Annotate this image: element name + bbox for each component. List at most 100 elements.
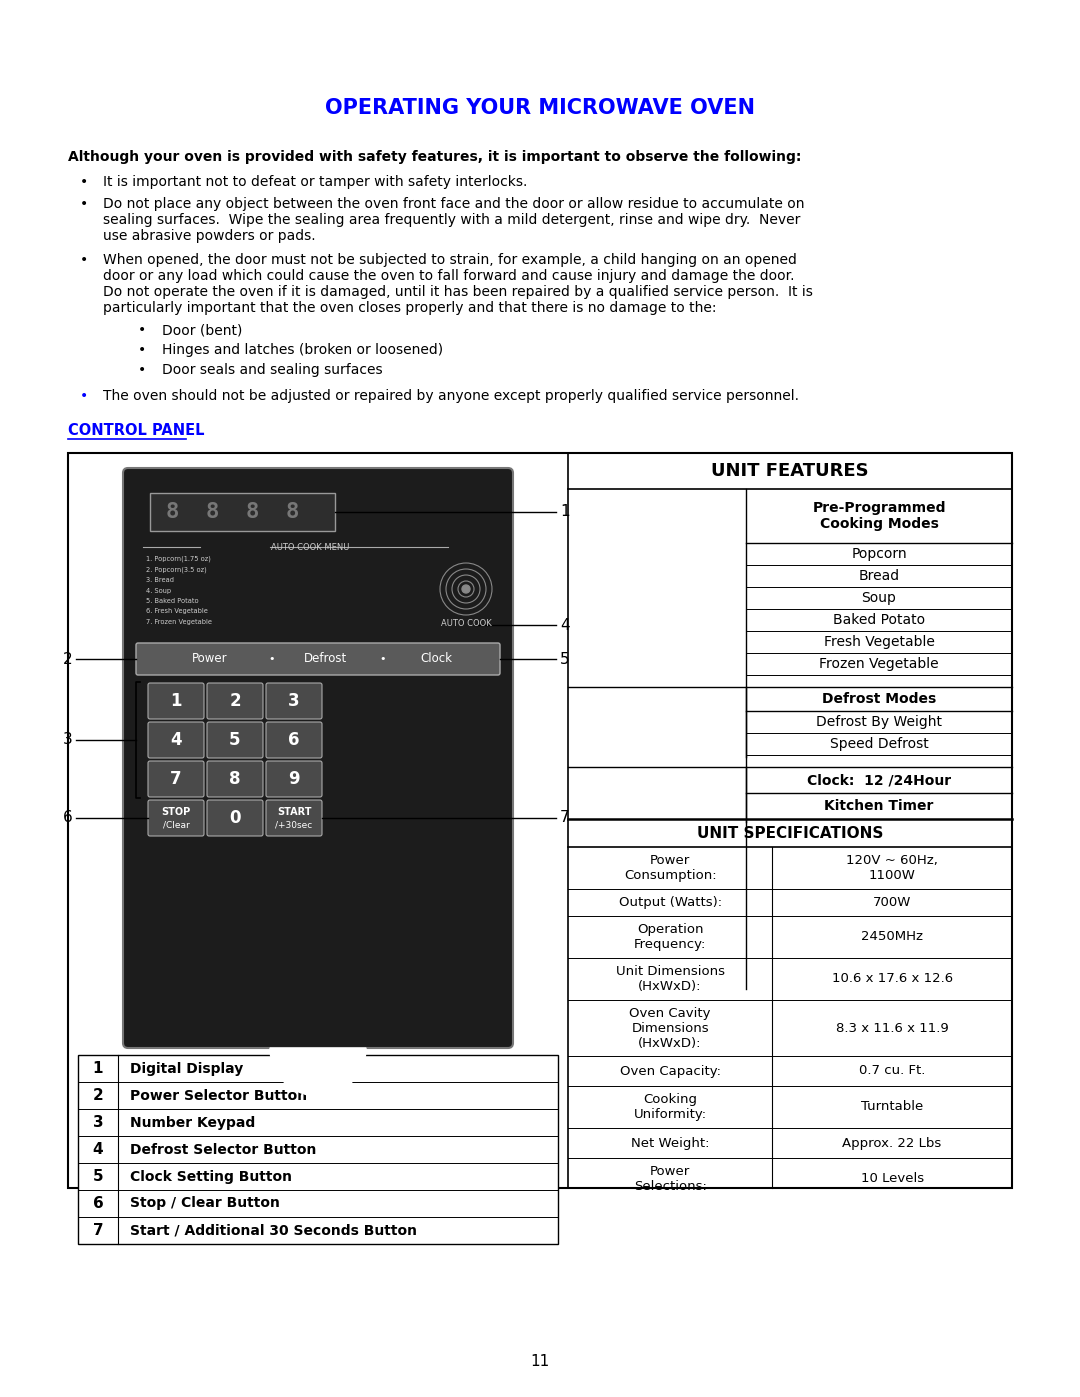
Text: 8: 8 — [229, 770, 241, 788]
Text: Power: Power — [192, 652, 228, 665]
Text: 5: 5 — [561, 651, 569, 666]
Text: 2450MHz: 2450MHz — [861, 930, 923, 943]
FancyBboxPatch shape — [266, 683, 322, 719]
Text: Defrost Selector Button: Defrost Selector Button — [130, 1143, 316, 1157]
Text: /+30sec: /+30sec — [275, 820, 312, 830]
Text: •: • — [80, 197, 89, 211]
Text: 1: 1 — [561, 504, 569, 520]
Text: door or any load which could cause the oven to fall forward and cause injury and: door or any load which could cause the o… — [103, 270, 795, 284]
Text: sealing surfaces.  Wipe the sealing area frequently with a mild detergent, rinse: sealing surfaces. Wipe the sealing area … — [103, 212, 800, 226]
Text: Baked Potato: Baked Potato — [833, 613, 926, 627]
Text: Frozen Vegetable: Frozen Vegetable — [820, 657, 939, 671]
Text: 5. Baked Potato: 5. Baked Potato — [146, 598, 199, 604]
Text: Net Weight:: Net Weight: — [631, 1137, 710, 1150]
Text: 8: 8 — [285, 502, 299, 522]
Text: •: • — [379, 654, 386, 664]
Text: It is important not to defeat or tamper with safety interlocks.: It is important not to defeat or tamper … — [103, 175, 527, 189]
Text: Do not operate the oven if it is damaged, until it has been repaired by a qualif: Do not operate the oven if it is damaged… — [103, 285, 813, 299]
Text: Do not place any object between the oven front face and the door or allow residu: Do not place any object between the oven… — [103, 197, 805, 211]
Text: /Clear: /Clear — [163, 820, 189, 830]
Text: Defrost By Weight: Defrost By Weight — [816, 715, 942, 729]
FancyBboxPatch shape — [207, 722, 264, 759]
Text: Cooking
Uniformity:: Cooking Uniformity: — [634, 1092, 706, 1120]
Text: Door seals and sealing surfaces: Door seals and sealing surfaces — [162, 363, 382, 377]
Text: •: • — [138, 344, 146, 358]
Text: 3: 3 — [64, 732, 73, 747]
Text: 700W: 700W — [873, 895, 912, 909]
Text: UNIT FEATURES: UNIT FEATURES — [712, 462, 868, 481]
Text: When opened, the door must not be subjected to strain, for example, a child hang: When opened, the door must not be subjec… — [103, 253, 797, 267]
Text: STOP: STOP — [161, 807, 191, 817]
Text: use abrasive powders or pads.: use abrasive powders or pads. — [103, 229, 315, 243]
Text: 3: 3 — [93, 1115, 104, 1130]
Text: 2: 2 — [93, 1088, 104, 1104]
Text: Defrost: Defrost — [303, 652, 347, 665]
Text: •: • — [268, 654, 274, 664]
Text: Bread: Bread — [859, 569, 900, 583]
Text: Number Keypad: Number Keypad — [130, 1115, 255, 1130]
Text: Although your oven is provided with safety features, it is important to observe : Although your oven is provided with safe… — [68, 149, 801, 163]
Text: 3: 3 — [288, 692, 300, 710]
Text: •: • — [138, 363, 146, 377]
Text: 6. Fresh Vegetable: 6. Fresh Vegetable — [146, 609, 207, 615]
Text: 10.6 x 17.6 x 12.6: 10.6 x 17.6 x 12.6 — [832, 972, 953, 985]
Text: Digital Display: Digital Display — [130, 1062, 243, 1076]
Text: Clock:  12 /24Hour: Clock: 12 /24Hour — [807, 773, 951, 787]
Text: UNIT SPECIFICATIONS: UNIT SPECIFICATIONS — [697, 826, 883, 841]
Text: Power Selector Button: Power Selector Button — [130, 1088, 307, 1102]
Text: Soup: Soup — [862, 591, 896, 605]
Text: Oven Capacity:: Oven Capacity: — [620, 1065, 720, 1077]
Text: 120V ~ 60Hz,
1100W: 120V ~ 60Hz, 1100W — [847, 854, 939, 882]
Text: 8: 8 — [205, 502, 218, 522]
Text: •: • — [138, 323, 146, 337]
Text: 3. Bread: 3. Bread — [146, 577, 174, 583]
Text: Pre-Programmed
Cooking Modes: Pre-Programmed Cooking Modes — [812, 502, 946, 531]
Text: OPERATING YOUR MICROWAVE OVEN: OPERATING YOUR MICROWAVE OVEN — [325, 98, 755, 117]
Text: START: START — [276, 807, 311, 817]
Text: Output (Watts):: Output (Watts): — [619, 895, 721, 909]
FancyBboxPatch shape — [207, 800, 264, 835]
Text: 5: 5 — [229, 731, 241, 749]
Text: Clock: Clock — [421, 652, 453, 665]
Text: 7. Frozen Vegetable: 7. Frozen Vegetable — [146, 619, 212, 624]
Text: 4: 4 — [171, 731, 181, 749]
Text: particularly important that the oven closes properly and that there is no damage: particularly important that the oven clo… — [103, 300, 716, 314]
FancyBboxPatch shape — [123, 468, 513, 1048]
Bar — [150, 493, 335, 531]
Text: 11: 11 — [530, 1355, 550, 1369]
FancyBboxPatch shape — [148, 722, 204, 759]
Text: 1: 1 — [171, 692, 181, 710]
Text: Power
Selections:: Power Selections: — [634, 1165, 706, 1193]
Text: The oven should not be adjusted or repaired by anyone except properly qualified : The oven should not be adjusted or repai… — [103, 388, 799, 402]
Circle shape — [462, 585, 470, 592]
Bar — [78, 1055, 558, 1243]
FancyBboxPatch shape — [148, 683, 204, 719]
Text: 8.3 x 11.6 x 11.9: 8.3 x 11.6 x 11.9 — [836, 1021, 948, 1035]
Text: Power
Consumption:: Power Consumption: — [624, 854, 716, 882]
Text: 0: 0 — [229, 809, 241, 827]
Text: Approx. 22 Lbs: Approx. 22 Lbs — [842, 1137, 942, 1150]
Text: 2. Popcorn(3.5 oz): 2. Popcorn(3.5 oz) — [146, 567, 206, 573]
Text: 4. Soup: 4. Soup — [146, 588, 171, 594]
Text: 9: 9 — [288, 770, 300, 788]
Text: Operation
Frequency:: Operation Frequency: — [634, 923, 706, 951]
Text: 8: 8 — [245, 502, 259, 522]
Text: •: • — [80, 388, 89, 402]
FancyBboxPatch shape — [266, 722, 322, 759]
Text: Speed Defrost: Speed Defrost — [829, 738, 929, 752]
Text: 6: 6 — [64, 810, 73, 826]
Text: CONTROL PANEL: CONTROL PANEL — [68, 423, 204, 439]
FancyBboxPatch shape — [136, 643, 500, 675]
Text: Start / Additional 30 Seconds Button: Start / Additional 30 Seconds Button — [130, 1224, 417, 1238]
Text: Hinges and latches (broken or loosened): Hinges and latches (broken or loosened) — [162, 344, 443, 358]
Text: 1: 1 — [93, 1060, 104, 1076]
Text: 6: 6 — [288, 731, 300, 749]
Text: 2: 2 — [229, 692, 241, 710]
Text: Stop / Clear Button: Stop / Clear Button — [130, 1196, 280, 1210]
Wedge shape — [270, 1048, 366, 1097]
Text: 4: 4 — [93, 1141, 104, 1157]
Text: Oven Cavity
Dimensions
(HxWxD):: Oven Cavity Dimensions (HxWxD): — [630, 1006, 711, 1049]
Text: 1. Popcorn(1.75 oz): 1. Popcorn(1.75 oz) — [146, 556, 211, 563]
Text: 2: 2 — [64, 651, 73, 666]
Bar — [68, 453, 1012, 1187]
